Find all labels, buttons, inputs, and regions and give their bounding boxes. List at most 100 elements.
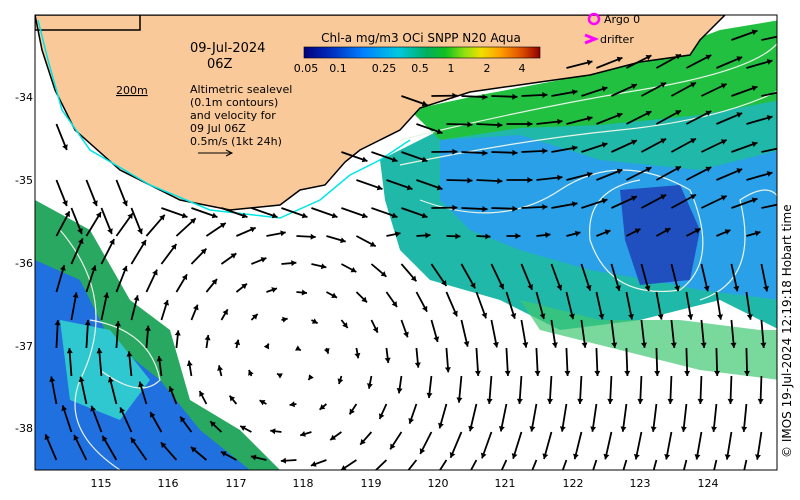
arrow-head-icon xyxy=(733,285,740,292)
arrow-head-icon xyxy=(542,147,548,154)
arrow-head-icon xyxy=(480,452,487,459)
arrow-head-icon xyxy=(421,212,428,219)
arrow-head-icon xyxy=(310,233,316,240)
arrow-head-icon xyxy=(436,184,443,191)
arrow-head-icon xyxy=(705,166,712,173)
arrow-head-icon xyxy=(330,434,337,440)
arrow-head-icon xyxy=(271,212,278,219)
arrow-head-icon xyxy=(107,377,114,383)
arrow-head-icon xyxy=(211,212,218,219)
lon-tick: 115 xyxy=(91,477,112,490)
arrow-head-icon xyxy=(512,205,518,212)
arrow-head-icon xyxy=(426,392,433,398)
arrow-head-icon xyxy=(470,282,476,289)
arrow-head-icon xyxy=(408,417,415,424)
arrow-head-icon xyxy=(340,237,346,244)
arrow-head-icon xyxy=(251,314,258,320)
arrow-head-icon xyxy=(714,370,721,376)
arrow-head-icon xyxy=(310,461,317,467)
velocity-arrow xyxy=(761,35,777,41)
arrow-head-icon xyxy=(766,171,773,177)
arrow-head-icon xyxy=(301,289,308,296)
arrow-head-icon xyxy=(751,197,758,204)
arrow-head-icon xyxy=(372,326,379,333)
arrow-head-icon xyxy=(249,226,256,233)
arrow-head-icon xyxy=(617,481,623,487)
arrow-head-icon xyxy=(687,314,694,320)
arrow-head-icon xyxy=(277,373,283,379)
shelf-200m-contour xyxy=(37,19,411,219)
arrow-head-icon xyxy=(168,386,175,393)
arrow-head-icon xyxy=(527,120,533,127)
arrow-head-icon xyxy=(282,316,288,323)
velocity-arrow xyxy=(713,459,718,470)
arrow-head-icon xyxy=(763,285,769,292)
arrow-head-icon xyxy=(705,110,712,117)
arrow-head-icon xyxy=(337,378,344,384)
velocity-arrow xyxy=(743,459,748,470)
arrow-head-icon xyxy=(482,93,488,100)
arrow-head-icon xyxy=(319,404,326,410)
arrow-head-icon xyxy=(736,168,743,174)
arrow-head-icon xyxy=(482,149,488,156)
arrow-head-icon xyxy=(675,54,681,60)
arrow-head-icon xyxy=(664,228,671,234)
colorbar-tick: 0.25 xyxy=(372,62,397,75)
lon-tick: 124 xyxy=(698,477,719,490)
arrow-head-icon xyxy=(754,230,761,237)
arrow-head-icon xyxy=(522,342,529,348)
arrow-head-icon xyxy=(114,321,121,327)
arrow-head-icon xyxy=(62,144,68,150)
arrow-head-icon xyxy=(137,228,143,234)
arrow-head-icon xyxy=(360,438,366,445)
credit-text: © IMOS 19-Jul-2024 12:19:18 Hobart time xyxy=(780,204,794,458)
colorbar-tick: 1 xyxy=(448,62,455,75)
arrow-head-icon xyxy=(180,416,186,423)
arrow-head-icon xyxy=(280,457,287,464)
arrow-head-icon xyxy=(369,241,376,247)
arrow-head-icon xyxy=(263,343,270,350)
arrow-head-icon xyxy=(200,248,207,255)
arrow-head-icon xyxy=(690,138,697,144)
arrow-head-icon xyxy=(323,347,330,354)
arrow-head-icon xyxy=(675,110,681,116)
arrow-head-icon xyxy=(190,447,197,453)
velocity-arrow xyxy=(438,459,448,470)
arrow-head-icon xyxy=(782,89,788,95)
arrow-head-icon xyxy=(240,425,247,432)
arrow-head-icon xyxy=(234,339,241,346)
arrow-head-icon xyxy=(571,201,578,208)
scale-arrow-icon xyxy=(198,149,234,157)
arrow-head-icon xyxy=(421,100,428,107)
arrow-head-icon xyxy=(511,453,518,459)
arrow-head-icon xyxy=(515,232,521,239)
arrow-head-icon xyxy=(78,376,85,383)
arrow-head-icon xyxy=(229,395,236,402)
arrow-head-icon xyxy=(156,356,163,362)
arrow-head-icon xyxy=(690,82,697,88)
arrow-head-icon xyxy=(603,453,610,460)
arrow-head-icon xyxy=(331,212,338,219)
arrow-head-icon xyxy=(751,29,758,36)
colorbar-tick: 2 xyxy=(484,62,491,75)
arrow-head-icon xyxy=(694,228,701,234)
arrow-head-icon xyxy=(150,412,156,418)
arrow-head-icon xyxy=(724,229,731,235)
arrow-head-icon xyxy=(751,141,758,148)
arrow-head-icon xyxy=(670,342,677,348)
arrow-head-icon xyxy=(674,285,680,292)
arrow-head-icon xyxy=(604,229,611,236)
lon-tick: 123 xyxy=(630,477,651,490)
velocity-arrow xyxy=(500,459,508,470)
arrow-head-icon xyxy=(754,454,761,460)
velocity-arrow xyxy=(652,459,658,470)
arrow-head-icon xyxy=(211,279,218,285)
arrow-head-icon xyxy=(547,398,554,404)
arrow-head-icon xyxy=(361,156,368,163)
arrow-head-icon xyxy=(474,370,481,376)
arrow-head-icon xyxy=(616,112,623,119)
arrow-head-icon xyxy=(529,426,536,432)
arrow-head-icon xyxy=(482,205,488,212)
lon-tick: 116 xyxy=(158,477,179,490)
